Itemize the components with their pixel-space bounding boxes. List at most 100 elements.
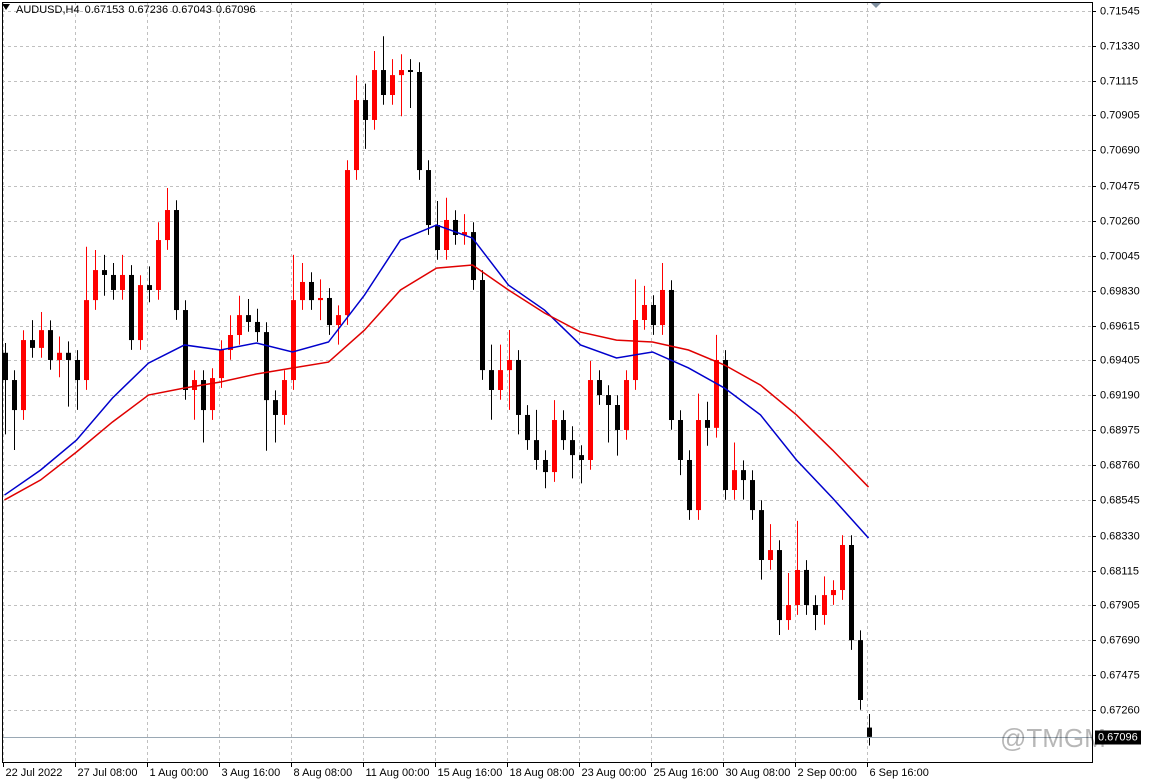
candle-body <box>93 270 98 301</box>
candle-body <box>570 440 575 456</box>
candle-body <box>822 595 827 615</box>
candle-body <box>867 727 872 737</box>
y-tick-label: 0.70260 <box>1100 215 1140 227</box>
candle-body <box>768 550 773 561</box>
candle-body <box>795 569 800 606</box>
candle-body <box>345 170 350 316</box>
candle-body <box>165 210 170 241</box>
candle-body <box>174 210 179 311</box>
y-tick-label: 0.69615 <box>1100 320 1140 332</box>
low-value: 0.67043 <box>172 4 212 16</box>
x-tick-label: 23 Aug 00:00 <box>582 767 647 779</box>
candle-body <box>858 640 863 700</box>
candle-body <box>804 569 809 606</box>
candle-body <box>372 70 377 120</box>
candle-body <box>606 395 611 406</box>
candle-body <box>660 289 665 326</box>
candle-body <box>390 75 395 96</box>
candle-body <box>840 544 845 591</box>
y-tick-label: 0.68115 <box>1100 565 1139 577</box>
y-tick-label: 0.68760 <box>1100 459 1140 471</box>
candle-body <box>192 380 197 390</box>
candle-body <box>354 100 359 171</box>
candle-body <box>714 359 719 428</box>
y-tick-label: 0.68330 <box>1100 530 1140 542</box>
candle-body <box>30 340 35 348</box>
candle-body <box>129 274 134 341</box>
candle-body <box>750 480 755 511</box>
candle-body <box>516 359 521 415</box>
y-tick-label: 0.67260 <box>1100 704 1140 716</box>
plot-marks <box>2 36 1092 746</box>
candle-body <box>453 219 458 235</box>
candle-body <box>669 289 674 421</box>
candle-body <box>408 70 413 72</box>
moving-average <box>4 264 870 501</box>
watermark: @TMGM <box>1000 723 1106 753</box>
grid <box>2 2 1092 762</box>
candle-body <box>201 380 206 411</box>
x-tick-label: 8 Aug 08:00 <box>294 767 353 779</box>
menu-arrow[interactable] <box>2 4 10 10</box>
y-tick-label: 0.67690 <box>1100 634 1140 646</box>
candle-body <box>498 370 503 390</box>
candle-body <box>3 352 8 381</box>
high-value: 0.67236 <box>128 4 168 16</box>
candle-body <box>777 550 782 621</box>
x-tick-label: 2 Sep 00:00 <box>798 767 857 779</box>
candle-body <box>102 270 107 275</box>
candle-body <box>246 315 251 322</box>
candle-body <box>831 590 836 596</box>
candle-body <box>507 359 512 371</box>
candle-body <box>651 304 656 326</box>
candle-body <box>417 71 422 171</box>
candle-body <box>120 274 125 290</box>
candle-body <box>237 315 242 336</box>
candle-body <box>723 359 728 491</box>
candle-body <box>291 300 296 381</box>
candle-body <box>732 470 737 491</box>
candle-body <box>273 400 278 415</box>
x-tick-label: 11 Aug 00:00 <box>366 767 430 779</box>
candle-body <box>444 219 449 251</box>
x-tick-label: 25 Aug 16:00 <box>654 767 719 779</box>
candle-body <box>696 420 701 511</box>
candle-body <box>48 330 53 360</box>
candle-body <box>633 319 638 381</box>
candle-body <box>39 330 44 348</box>
candle-body <box>615 405 620 430</box>
candle-body <box>327 297 332 326</box>
candle-body <box>813 605 818 615</box>
candle-body <box>678 420 683 460</box>
candle-body <box>426 170 431 226</box>
y-tick-label: 0.71545 <box>1100 5 1140 17</box>
candle-body <box>759 510 764 561</box>
candle-body <box>462 232 467 235</box>
y-tick-label: 0.67475 <box>1100 669 1140 681</box>
shift-marker[interactable] <box>871 3 881 8</box>
plot-border <box>2 2 1093 763</box>
candle-body <box>66 352 71 360</box>
candle-body <box>12 380 17 411</box>
candle-body <box>597 380 602 396</box>
candle-body <box>111 274 116 290</box>
x-tick-label: 3 Aug 16:00 <box>222 767 281 779</box>
y-tick-label: 0.71330 <box>1100 40 1140 52</box>
symbol: AUDUSD,H4 <box>16 4 80 16</box>
y-tick-label: 0.70475 <box>1100 180 1140 192</box>
candle-body <box>552 420 557 473</box>
x-tick-label: 30 Aug 08:00 <box>726 767 791 779</box>
candle-body <box>219 350 224 379</box>
y-tick-label: 0.70045 <box>1100 250 1140 262</box>
candle-body <box>399 70 404 76</box>
x-tick-label: 22 Jul 2022 <box>6 767 63 779</box>
close-value: 0.67096 <box>216 4 256 16</box>
candle-body <box>786 605 791 621</box>
y-tick-label: 0.67905 <box>1100 599 1140 611</box>
candle-body <box>471 232 476 281</box>
candle-body <box>318 297 323 301</box>
candle-body <box>336 315 341 326</box>
